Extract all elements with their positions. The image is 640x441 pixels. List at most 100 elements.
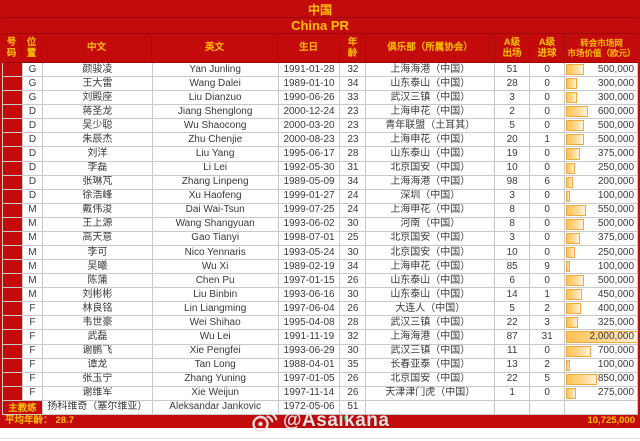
cell-goals: 0	[530, 217, 566, 232]
cell-market-value: 250,000	[565, 246, 639, 261]
cell-age: 34	[340, 77, 367, 92]
table-title-chinese: 中国	[2, 2, 638, 18]
cell-age: 32	[340, 330, 367, 345]
cell-club: 大连人（中国）	[366, 302, 496, 317]
cell-age: 34	[340, 175, 367, 190]
player-row: D 朱辰杰 Zhu Chenjie 2000-08-23 23 上海申花（中国）…	[3, 133, 639, 148]
cell-goals: 0	[530, 344, 566, 359]
cell-age: 33	[340, 91, 367, 106]
col-header-age: 年 龄	[340, 34, 366, 62]
cell-caps: 14	[495, 288, 531, 303]
cell-english-name: Zhu Chenjie	[152, 133, 279, 148]
cell-english-name: Wang Shangyuan	[152, 217, 279, 232]
cell-english-name: Liu Yang	[152, 147, 279, 162]
cell-market-value: 500,000	[565, 133, 639, 148]
cell-age: 25	[340, 231, 367, 247]
coach-label-cell: 主教练	[3, 400, 43, 415]
col-header-caps: A级 出场	[495, 34, 530, 62]
cell-club: 上海海港（中国）	[366, 175, 496, 190]
cell-market-value: 100,000	[565, 358, 639, 373]
player-row: F 谭龙 Tan Long 1988-04-01 35 长春亚泰（中国） 13 …	[3, 358, 639, 373]
cell-shirt-number	[3, 330, 23, 345]
cell-chinese-name: 韦世豪	[42, 316, 153, 331]
cell-shirt-number	[3, 246, 23, 261]
cell-age: 30	[340, 246, 367, 261]
cell-chinese-name: 李可	[42, 246, 153, 261]
cell-club: 长春亚泰（中国）	[366, 358, 496, 373]
cell-caps: 10	[495, 161, 531, 176]
cell-club: 上海海港（中国）	[366, 330, 496, 345]
cell-age: 32	[340, 63, 367, 78]
player-row: D 李磊 Li Lei 1992-05-30 31 北京国安（中国） 10 0 …	[3, 161, 639, 176]
table-body: G 颜骏凌 Yan Junling 1991-01-28 32 上海海港（中国）…	[2, 63, 639, 415]
cell-market-value: 500,000	[565, 119, 639, 134]
cell-caps: 98	[495, 175, 531, 190]
cell-caps: 20	[495, 133, 531, 148]
cell-shirt-number	[3, 260, 23, 275]
cell-market-value: 500,000	[565, 217, 639, 232]
cell-age: 23	[340, 119, 367, 134]
cell-goals: 31	[530, 330, 566, 345]
value-bar	[566, 176, 574, 188]
cell-english-name: Liu Dianzuo	[152, 91, 279, 106]
player-row: M 王上源 Wang Shangyuan 1993-06-02 30 河南（中国…	[3, 217, 639, 232]
cell-market-value: 550,000	[565, 203, 639, 218]
cell-age: 28	[340, 316, 367, 331]
player-row: M 高天意 Gao Tianyi 1998-07-01 25 北京国安（中国） …	[3, 231, 639, 247]
cell-goals: 0	[530, 231, 566, 247]
cell-position: F	[22, 372, 43, 387]
cell-shirt-number	[3, 217, 23, 232]
player-row: G 王大雷 Wang Dalei 1989-01-10 34 山东泰山（中国） …	[3, 77, 639, 92]
player-row: D 蒋圣龙 Jiang Shenglong 2000-12-24 23 上海申花…	[3, 105, 639, 120]
cell-age: 23	[340, 105, 367, 120]
cell-caps: 11	[495, 344, 531, 359]
value-bar	[566, 218, 585, 230]
col-header-birthday: 生日	[278, 34, 340, 62]
cell-english-name: Zhang Linpeng	[152, 175, 279, 190]
cell-shirt-number	[3, 274, 23, 289]
average-age: 平均年龄： 28.7	[5, 416, 74, 426]
cell-goals: 0	[530, 91, 566, 106]
cell-caps: 5	[495, 119, 531, 134]
cell-shirt-number	[3, 203, 23, 218]
total-market-value: 10,725,000	[587, 414, 635, 426]
cell-position: M	[22, 246, 43, 261]
cell-birthday: 1993-06-02	[278, 217, 341, 232]
player-row: M 李可 Nico Yennaris 1993-05-24 30 北京国安（中国…	[3, 246, 639, 261]
cell-market-value: 450,000	[565, 288, 639, 303]
cell-chinese-name: 张琳芃	[42, 175, 153, 190]
value-bar	[566, 387, 577, 399]
average-age-label: 平均年龄：	[5, 414, 53, 426]
cell-goals: 0	[530, 189, 566, 204]
cell-age: 28	[340, 147, 367, 162]
player-rows: G 颜骏凌 Yan Junling 1991-01-28 32 上海海港（中国）…	[3, 63, 639, 401]
empty-cell	[530, 400, 566, 415]
cell-birthday: 1999-07-25	[278, 203, 341, 218]
cell-goals: 2	[530, 358, 566, 373]
cell-chinese-name: 吴少聪	[42, 119, 153, 134]
cell-club: 深圳（中国）	[366, 189, 496, 204]
cell-position: G	[22, 77, 43, 92]
cell-chinese-name: 高天意	[42, 231, 153, 247]
cell-birthday: 1997-01-15	[278, 274, 341, 289]
cell-chinese-name: 谢鹏飞	[42, 344, 153, 359]
cell-chinese-name: 谢维军	[42, 386, 153, 401]
cell-club: 山东泰山（中国）	[366, 147, 496, 162]
cell-caps: 8	[495, 217, 531, 232]
col-header-position: 位 置	[22, 34, 42, 62]
cell-shirt-number	[3, 105, 23, 120]
cell-shirt-number	[3, 63, 23, 78]
cell-age: 24	[340, 189, 367, 204]
cell-position: D	[22, 133, 43, 148]
cell-shirt-number	[3, 386, 23, 401]
cell-age: 35	[340, 358, 367, 373]
cell-shirt-number	[3, 288, 23, 303]
watermark: @Asaikana	[250, 406, 389, 436]
player-row: M 刘彬彬 Liu Binbin 1993-06-16 30 山东泰山（中国） …	[3, 288, 639, 303]
value-bar	[566, 78, 577, 90]
cell-caps: 22	[495, 372, 531, 387]
cell-birthday: 1989-05-09	[278, 175, 341, 190]
cell-caps: 6	[495, 274, 531, 289]
cell-goals: 3	[530, 316, 566, 331]
column-header-row: 号 码 位 置 中文 英文 生日 年 龄 俱乐部（所属协会） A级 出场 A级 …	[2, 34, 638, 63]
